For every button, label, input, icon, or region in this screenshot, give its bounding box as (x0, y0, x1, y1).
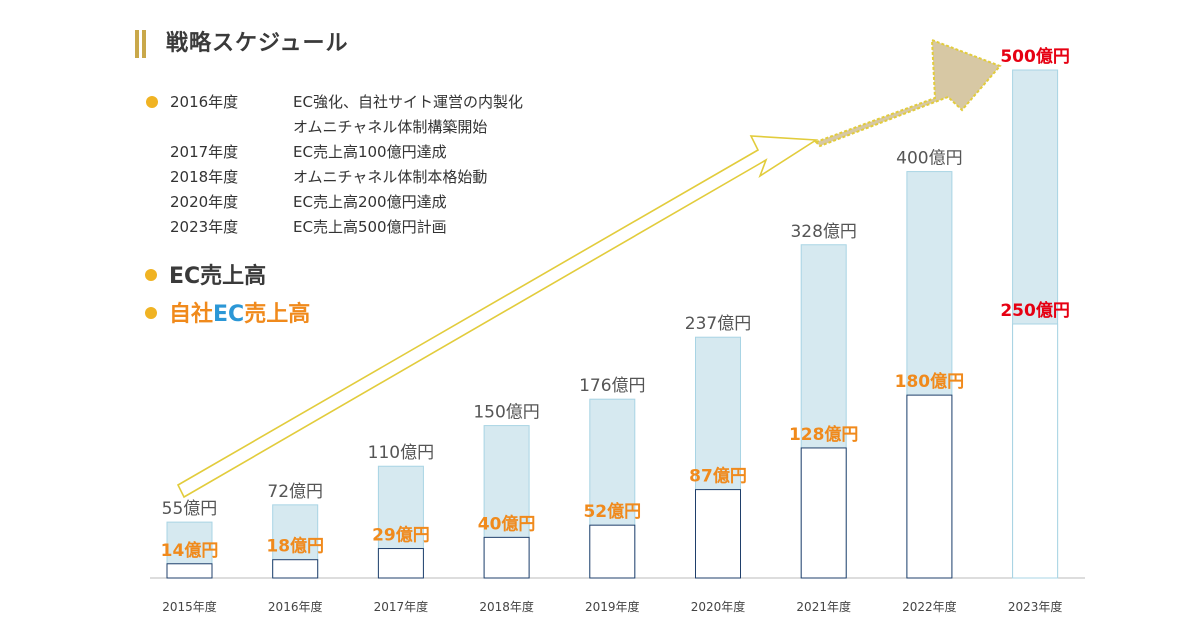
ec-sales-label: 237億円 (685, 314, 751, 334)
title-accent-bar (135, 30, 139, 58)
ec-sales-label: 72億円 (267, 482, 323, 502)
timeline-desc: EC売上高100億円達成 (293, 143, 447, 161)
category-label: 2019年度 (585, 599, 640, 614)
own-ec-sales-bar (589, 524, 636, 579)
category-label: 2021年度 (796, 599, 851, 614)
plan-total-label: 500億円 (1000, 46, 1070, 67)
legend-suffix: 売上高 (244, 302, 311, 327)
own-ec-sales-label: 128億円 (789, 424, 859, 445)
legend-accent: EC (213, 302, 245, 327)
own-ec-sales-label: 40億円 (478, 513, 536, 534)
timeline-line: EC強化、自社サイト運営の内製化 (293, 93, 523, 111)
ec-sales-label: 176億円 (579, 376, 645, 396)
timeline-desc: EC売上高200億円達成 (293, 193, 447, 211)
plan-arrow (814, 38, 1002, 148)
timeline-desc: EC強化、自社サイト運営の内製化 オムニチャネル体制構築開始 (293, 90, 523, 140)
own-ec-sales-label: 18億円 (266, 536, 324, 557)
timeline-desc: オムニチャネル体制本格始動 (293, 168, 488, 186)
growth-arrow (176, 135, 819, 499)
own-ec-sales-bar (906, 394, 953, 579)
own-ec-sales-label: 52億円 (583, 501, 641, 522)
strategy-timeline: 2016年度 EC強化、自社サイト運営の内製化 オムニチャネル体制構築開始 2017… (145, 90, 523, 240)
timeline-item: 2017年度 EC売上高100億円達成 (145, 140, 523, 165)
legend-prefix: 自社 (169, 302, 214, 327)
ec-sales-label: 110億円 (368, 443, 434, 463)
category-label: 2023年度 (1008, 599, 1063, 614)
own-ec-sales-label: 87億円 (689, 466, 747, 487)
category-label: 2017年度 (374, 599, 429, 614)
timeline-year: 2020年度 (170, 193, 239, 211)
category-label: 2022年度 (902, 599, 957, 614)
own-ec-sales-bar (483, 536, 530, 579)
timeline-desc: EC売上高500億円計画 (293, 218, 447, 236)
own-ec-sales-label: 14億円 (161, 540, 219, 561)
bullet-icon (145, 307, 157, 319)
own-ec-sales-label: 29億円 (372, 525, 430, 546)
own-ec-sales-bar (166, 563, 213, 579)
timeline-item: 2023年度 EC売上高500億円計画 (145, 215, 523, 240)
legend-own-ec-sales: 自社EC売上高 (145, 300, 310, 330)
ec-sales-label: 500億円 (1000, 46, 1070, 67)
timeline-item: 2020年度 EC売上高200億円達成 (145, 190, 523, 215)
page-title: 戦略スケジュール (166, 31, 349, 56)
timeline-year: 2016年度 (170, 93, 239, 111)
own-ec-sales-bar (800, 447, 847, 579)
ec-sales-label: 400億円 (896, 149, 962, 169)
own-ec-sales-bar (272, 559, 319, 579)
legend-ec-sales: EC売上高 (145, 262, 266, 292)
timeline-year: 2017年度 (170, 143, 239, 161)
category-label: 2015年度 (162, 599, 217, 614)
timeline-year: 2023年度 (170, 218, 239, 236)
timeline-line: オムニチャネル体制構築開始 (293, 118, 488, 136)
own-ec-sales-label: 250億円 (1000, 300, 1070, 321)
ec-sales-label: 55億円 (162, 499, 218, 519)
category-label: 2020年度 (691, 599, 746, 614)
category-label: 2018年度 (479, 599, 534, 614)
bullet-icon (146, 96, 158, 108)
category-label: 2016年度 (268, 599, 323, 614)
bullet-icon (145, 269, 157, 281)
ec-sales-label: 150億円 (473, 403, 539, 423)
own-ec-sales-bar (1012, 323, 1059, 579)
timeline-item: 2016年度 EC強化、自社サイト運営の内製化 オムニチャネル体制構築開始 (145, 90, 523, 140)
ec-sales-label: 328億円 (790, 222, 856, 242)
timeline-year: 2018年度 (170, 168, 239, 186)
legend-label: EC売上高 (169, 264, 267, 289)
own-ec-sales-bar (695, 489, 741, 579)
own-ec-sales-label: 180億円 (895, 371, 965, 392)
title-accent-bar (142, 30, 146, 58)
own-ec-sales-bar (377, 548, 424, 579)
timeline-item: 2018年度 オムニチャネル体制本格始動 (145, 165, 523, 190)
